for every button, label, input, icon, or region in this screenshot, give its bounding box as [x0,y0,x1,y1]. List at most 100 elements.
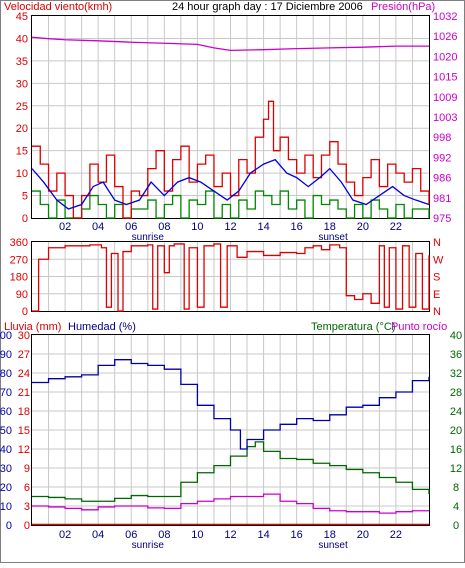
wind-tick-label: 0 [22,213,28,225]
wind-tick-label: 15 [16,146,28,158]
wind-tick-label: 20 [16,123,28,135]
compass-tick-label: E [433,289,440,301]
pressure-tick-label: 975 [433,213,451,225]
rain-tick-label: 30 [18,330,30,342]
pressure-tick-label: 998 [433,132,451,144]
pressure-tick-label: 992 [433,152,451,164]
hour-tick-label: 06 [125,529,137,541]
temperature-tick-label: 16 [450,444,462,456]
compass-tick-label: W [433,254,444,266]
pressure-tick-label: 1032 [433,11,457,23]
temperature-tick-label: 0 [453,520,459,532]
compass-tick-label: N [433,237,441,249]
dew-point-line [32,493,429,514]
hour-tick-label: 14 [257,221,269,233]
hour-tick-label: 10 [191,529,203,541]
rain-tick-label: 24 [18,368,30,380]
hour-tick-label: 08 [158,529,170,541]
pressure-tick-label: 1026 [433,31,457,43]
rain-tick-label: 6 [24,482,30,494]
hour-tick-label: 20 [357,529,369,541]
humidity-tick-label: 100 [0,330,12,342]
pressure-tick-label: 1015 [433,72,457,84]
hour-tick-label: 06 [125,221,137,233]
temperature-tick-label: 40 [450,330,462,342]
wind-axis-title: Velocidad viento(kmh) [4,1,112,13]
wind-direction-line [32,243,430,312]
temperature-tick-label: 12 [450,463,462,475]
sunset-label: sunset [318,232,348,243]
pressure-axis-title: Presión(hPa) [371,1,435,13]
hour-tick-label: 14 [257,529,269,541]
humidity-tick-label: 40 [0,444,12,456]
pressure-tick-label: 981 [433,193,451,205]
humidity-tick-label: 0 [6,520,12,532]
data-series [31,36,430,526]
hour-tick-label: 18 [324,221,336,233]
hour-tick-label: 16 [291,529,303,541]
temperature-tick-label: 8 [453,482,459,494]
sunset-label: sunset [318,540,348,551]
temperature-tick-label: 20 [450,425,462,437]
hour-tick-label: 18 [324,529,336,541]
hour-tick-label: 10 [191,221,203,233]
rain-tick-label: 12 [18,444,30,456]
wind-tick-label: 5 [22,191,28,203]
hour-tick-label: 02 [59,529,71,541]
hour-tick-label: 22 [390,221,402,233]
wind-low-line [32,190,430,219]
pressure-tick-label: 1020 [433,51,457,63]
humidity-tick-label: 60 [0,406,12,418]
rain-axis-title: Lluvia (mm) [4,321,61,333]
direction-tick-label: 360 [10,237,28,249]
wind-tick-label: 40 [16,33,28,45]
humidity-tick-label: 90 [0,349,12,361]
direction-tick-label: 180 [10,272,28,284]
hour-tick-label: 04 [92,529,104,541]
wind-gust-line [32,100,430,219]
wind-tick-label: 25 [16,101,28,113]
dew-point-axis-title: Punto rocío [391,321,447,333]
temperature-tick-label: 32 [450,368,462,380]
compass-tick-label: S [433,272,440,284]
rain-tick-label: 15 [18,425,30,437]
rain-tick-label: 0 [24,520,30,532]
humidity-axis-title: Humedad (%) [68,321,136,333]
humidity-tick-label: 20 [0,482,12,494]
humidity-tick-label: 30 [0,463,12,475]
hour-tick-label: 16 [291,221,303,233]
wind-tick-label: 35 [16,56,28,68]
temperature-tick-label: 24 [450,406,462,418]
sunrise-label: sunrise [132,540,165,551]
pressure-line [31,36,429,52]
sunrise-label: sunrise [132,232,165,243]
pressure-tick-label: 1009 [433,92,457,104]
hour-tick-label: 20 [357,221,369,233]
rain-tick-label: 18 [18,406,30,418]
rain-tick-label: 9 [24,463,30,475]
pressure-tick-label: 1003 [433,112,457,124]
wind-tick-label: 10 [16,168,28,180]
humidity-line [32,359,430,450]
pressure-tick-label: 986 [433,173,451,185]
hour-tick-label: 22 [390,529,402,541]
hour-tick-label: 02 [59,221,71,233]
tick-labels: 0510152025303540459759819869929981003100… [0,11,462,551]
humidity-tick-label: 80 [0,368,12,380]
wind-tick-label: 45 [16,11,28,23]
compass-tick-label: N [433,306,441,318]
humidity-tick-label: 10 [0,501,12,513]
humidity-tick-label: 50 [0,425,12,437]
temperature-tick-label: 4 [453,501,459,513]
temperature-tick-label: 28 [450,387,462,399]
hour-tick-label: 08 [158,221,170,233]
rain-tick-label: 27 [18,349,30,361]
graph-title: 24 hour graph day : 17 Diciembre 2006 [172,1,363,13]
direction-tick-label: 90 [16,289,28,301]
hour-tick-label: 12 [224,221,236,233]
wind-average-line [31,158,430,210]
temperature-tick-label: 36 [450,349,462,361]
temperature-axis-title: Temperatura (°C) [311,321,395,333]
